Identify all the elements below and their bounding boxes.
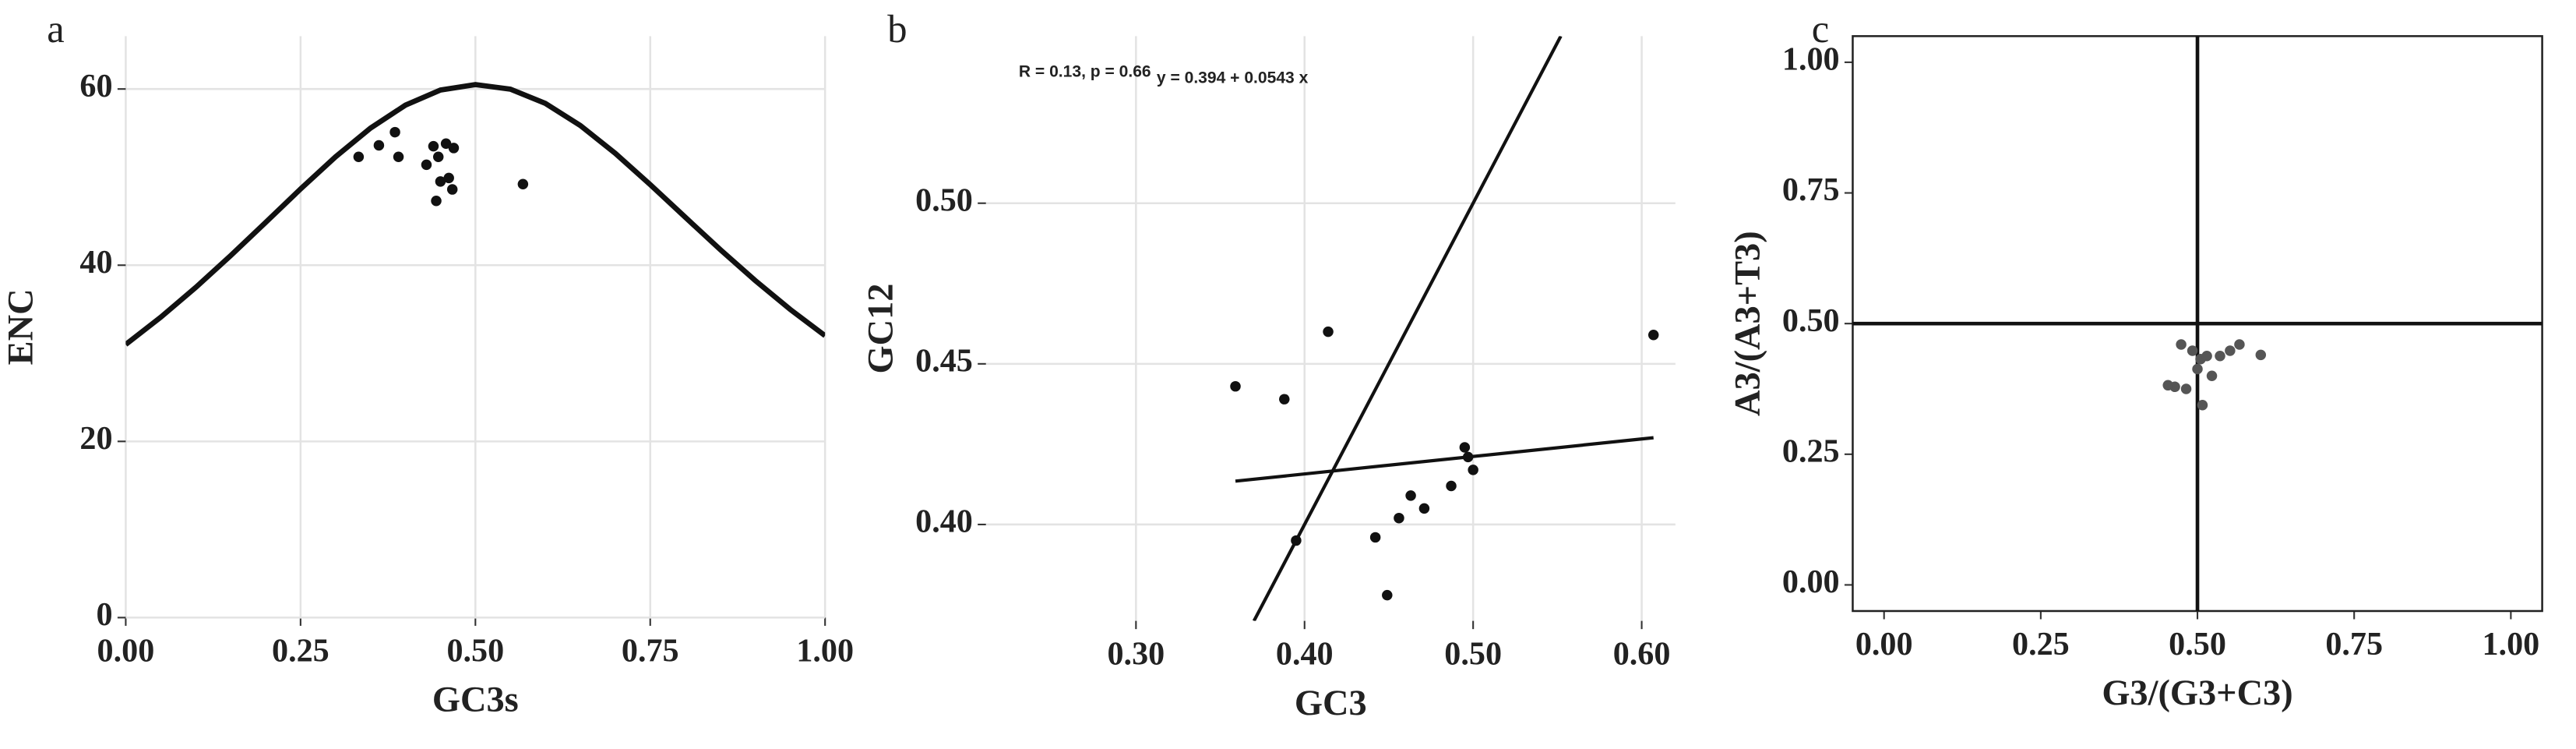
point xyxy=(2192,363,2203,375)
x-tick-label: 0.50 xyxy=(2169,626,2226,662)
y-tick-label: 1.00 xyxy=(1782,41,1840,78)
point xyxy=(443,172,454,184)
y-axis-title: GC12 xyxy=(862,284,901,374)
x-tick-label: 0.25 xyxy=(272,632,329,669)
annotation: y = 0.394 + 0.0543 x xyxy=(1157,69,1309,87)
point xyxy=(1468,465,1478,475)
panel-label: b xyxy=(887,7,907,51)
panel-label: a xyxy=(47,7,64,51)
point xyxy=(2255,349,2267,361)
line xyxy=(1252,36,1563,621)
point xyxy=(1279,394,1290,405)
point xyxy=(1394,512,1404,524)
panel-label: c xyxy=(1812,7,1829,51)
y-tick-label: 60 xyxy=(79,68,112,104)
point xyxy=(2201,350,2212,362)
point xyxy=(373,140,385,151)
x-tick-label: 0.25 xyxy=(2012,626,2070,662)
point xyxy=(353,151,365,162)
point xyxy=(2225,345,2236,356)
point xyxy=(1405,490,1416,501)
point xyxy=(1323,326,1334,337)
point xyxy=(446,184,458,195)
point xyxy=(517,178,529,190)
point xyxy=(428,140,439,152)
x-axis-title: GC3s xyxy=(432,680,519,720)
point xyxy=(1382,589,1393,601)
point xyxy=(2197,400,2208,411)
point xyxy=(432,151,444,162)
point xyxy=(448,143,460,154)
x-tick-label: 0.40 xyxy=(1276,636,1334,673)
y-axis-title: ENC xyxy=(1,288,41,365)
point xyxy=(1369,532,1381,543)
y-axis-title: A3/(A3+T3) xyxy=(1728,231,1767,416)
point xyxy=(1446,480,1457,492)
point xyxy=(1418,503,1430,514)
point xyxy=(389,126,400,138)
point xyxy=(393,151,404,162)
x-tick-label: 0.60 xyxy=(1613,636,1671,673)
x-tick-label: 0.50 xyxy=(446,632,504,669)
x-tick-label: 0.50 xyxy=(1444,636,1502,673)
y-tick-label: 20 xyxy=(79,420,112,457)
x-tick-label: 0.00 xyxy=(1855,626,1913,662)
point xyxy=(2162,380,2173,391)
point xyxy=(2180,383,2192,394)
x-tick-label: 1.00 xyxy=(2483,626,2540,662)
y-tick-label: 0.00 xyxy=(1782,564,1840,600)
x-tick-label: 1.00 xyxy=(796,632,854,669)
y-tick-label: 40 xyxy=(79,244,112,281)
point xyxy=(2234,339,2245,350)
y-tick-label: 0 xyxy=(96,596,112,633)
point xyxy=(1230,380,1241,392)
line xyxy=(1235,436,1654,483)
point xyxy=(1291,535,1302,546)
point xyxy=(440,138,452,150)
x-tick-label: 0.75 xyxy=(622,632,679,669)
y-tick-label: 0.75 xyxy=(1782,171,1840,208)
y-tick-label: 0.40 xyxy=(915,503,973,540)
point xyxy=(1647,329,1659,341)
y-tick-label: 0.25 xyxy=(1782,433,1840,469)
line xyxy=(125,82,826,347)
point xyxy=(2176,339,2187,350)
annotation: R = 0.13, p = 0.66 xyxy=(1019,62,1151,80)
point xyxy=(1462,451,1474,463)
y-tick-label: 0.50 xyxy=(1782,302,1840,339)
x-tick-label: 0.30 xyxy=(1107,636,1165,673)
point xyxy=(431,195,442,207)
point xyxy=(1459,442,1471,453)
point xyxy=(2206,370,2218,381)
point xyxy=(2215,350,2225,362)
x-tick-label: 0.75 xyxy=(2325,626,2383,662)
x-tick-label: 0.00 xyxy=(97,632,155,669)
point xyxy=(2187,345,2198,356)
point xyxy=(421,159,432,171)
x-axis-title: GC3 xyxy=(1295,684,1367,723)
x-axis-title: G3/(G3+C3) xyxy=(2102,673,2292,713)
y-tick-label: 0.45 xyxy=(915,343,973,380)
y-tick-label: 0.50 xyxy=(915,182,973,218)
point xyxy=(435,176,446,187)
